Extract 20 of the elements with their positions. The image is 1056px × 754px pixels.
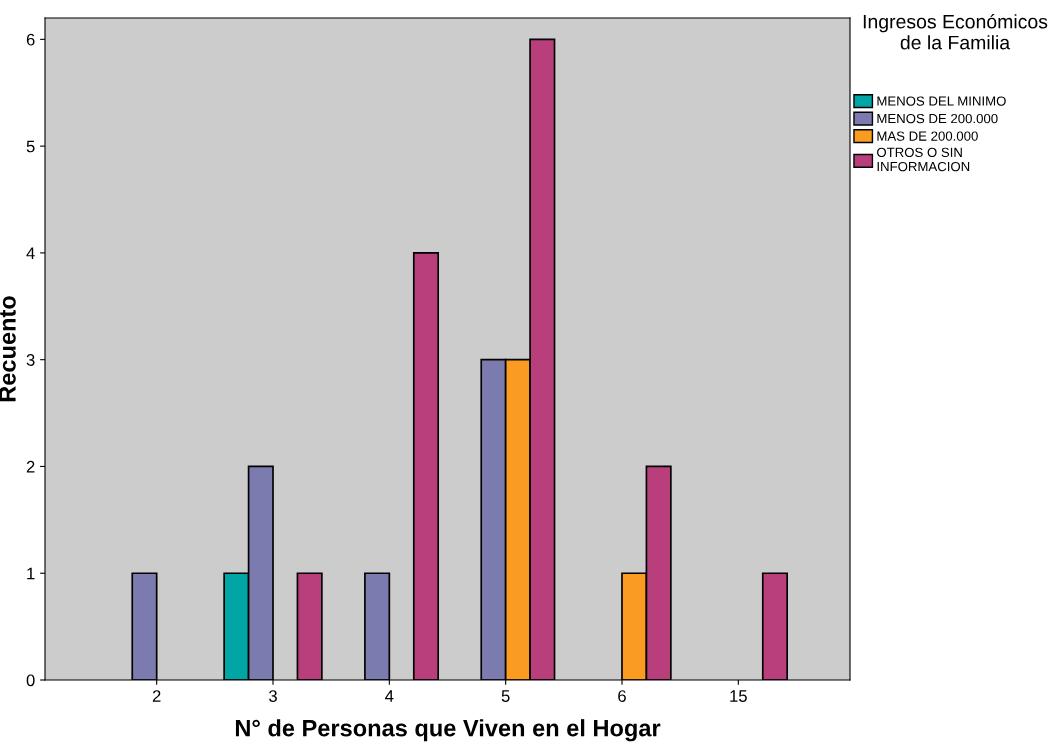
y-tick-label: 1	[27, 567, 35, 580]
y-tick-label: 5	[26, 140, 35, 153]
legend-label: MENOS DEL MINIMO	[877, 96, 1006, 106]
legend-title: Ingresos Económicos de la Familia	[863, 14, 1048, 50]
x-tick-label: 3	[269, 690, 277, 702]
legend-label: MAS DE 200.000	[877, 131, 978, 141]
x-axis-title: N° de Personas que Viven en el Hogar	[235, 719, 661, 742]
x-tick-label: 4	[385, 690, 394, 702]
y-tick-label: 3	[26, 354, 35, 366]
y-tick-label: 4	[26, 247, 35, 259]
y-tick-label: 6	[26, 33, 35, 46]
y-tick-label: 0	[26, 674, 35, 687]
x-tick-label: 6	[618, 690, 626, 702]
x-tick-label: 15	[730, 690, 747, 702]
legend-label: OTROS O SIN INFORMACION	[877, 147, 970, 172]
legend-label: MENOS DE 200.000	[877, 113, 998, 124]
y-tick-label: 2	[26, 460, 35, 473]
x-tick-label: 5	[501, 690, 510, 702]
y-axis-title: Recuento	[0, 296, 16, 402]
x-tick-label: 2	[152, 690, 161, 702]
